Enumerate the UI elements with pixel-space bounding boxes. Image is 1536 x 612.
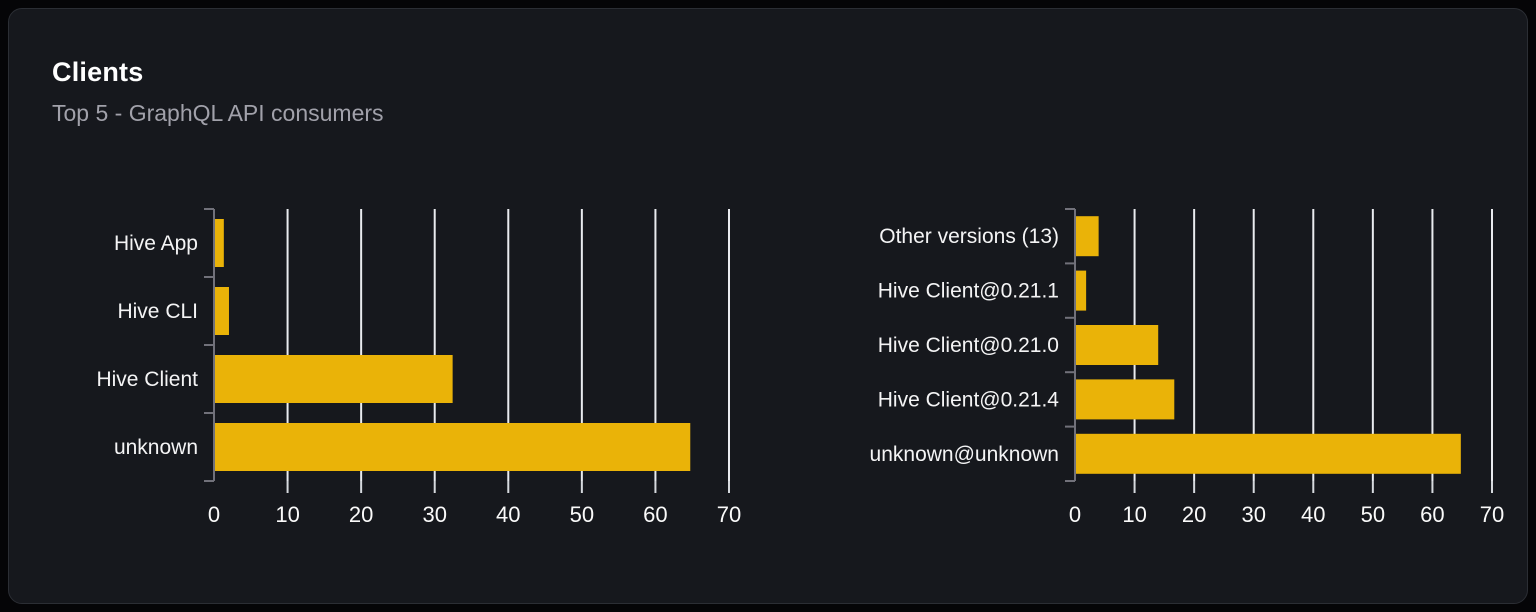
chart-bar[interactable] — [215, 219, 224, 267]
x-tick-label: 50 — [570, 502, 594, 527]
category-label: unknown — [114, 436, 198, 459]
category-label: Hive CLI — [117, 300, 198, 323]
clients-by-name-chart-svg: Hive App Hive CLI Hive Client unknown 0 10 20 3… — [96, 208, 741, 527]
clients-by-name-chart: Hive App Hive CLI Hive Client unknown 0 10 20 3… — [45, 196, 785, 546]
chart-bar[interactable] — [1076, 433, 1461, 474]
x-tick-label: 20 — [349, 502, 373, 527]
category-label: Hive App — [114, 232, 198, 255]
x-tick-label: 20 — [1182, 502, 1206, 527]
chart-bar[interactable] — [215, 355, 453, 403]
x-tick-label: 60 — [643, 502, 667, 527]
category-label: unknown@unknown — [870, 443, 1059, 466]
x-tick-label: 70 — [717, 502, 741, 527]
chart-bar[interactable] — [1076, 270, 1087, 311]
category-label: Hive Client@0.21.4 — [878, 388, 1060, 411]
category-label: Other versions (13) — [879, 225, 1059, 248]
x-tick-label: 40 — [496, 502, 520, 527]
x-tick-label: 10 — [275, 502, 299, 527]
chart-bar[interactable] — [1076, 325, 1159, 365]
x-tick-label: 0 — [1069, 502, 1081, 527]
chart-bar[interactable] — [215, 287, 229, 335]
x-tick-label: 30 — [1241, 502, 1265, 527]
x-tick-label: 70 — [1480, 502, 1504, 527]
x-tick-label: 50 — [1361, 502, 1385, 527]
category-label: Hive Client@0.21.0 — [878, 334, 1059, 357]
chart-bar[interactable] — [215, 423, 691, 471]
clients-by-version-chart: Other versions (13) Hive Client@0.21.1 Hiv… — [789, 196, 1529, 546]
category-label: Hive Client@0.21.1 — [878, 280, 1059, 303]
card-title: Clients — [52, 57, 144, 87]
card-subtitle: Top 5 - GraphQL API consumers — [52, 100, 384, 127]
clients-by-version-chart-svg: Other versions (13) Hive Client@0.21.1 Hiv… — [870, 208, 1504, 527]
x-tick-label: 30 — [422, 502, 446, 527]
charts-row: Hive App Hive CLI Hive Client unknown 0 10 20 3… — [45, 196, 1529, 546]
clients-card: Clients Top 5 - GraphQL API consumers Hi… — [8, 8, 1528, 604]
chart-bar[interactable] — [1076, 379, 1175, 420]
x-tick-label: 0 — [208, 502, 220, 527]
chart-bar[interactable] — [1076, 216, 1099, 257]
card-header: Clients Top 5 - GraphQL API consumers — [52, 57, 384, 127]
category-label: Hive Client — [96, 368, 198, 391]
x-tick-label: 10 — [1122, 502, 1146, 527]
x-tick-label: 60 — [1420, 502, 1444, 527]
x-tick-label: 40 — [1301, 502, 1325, 527]
